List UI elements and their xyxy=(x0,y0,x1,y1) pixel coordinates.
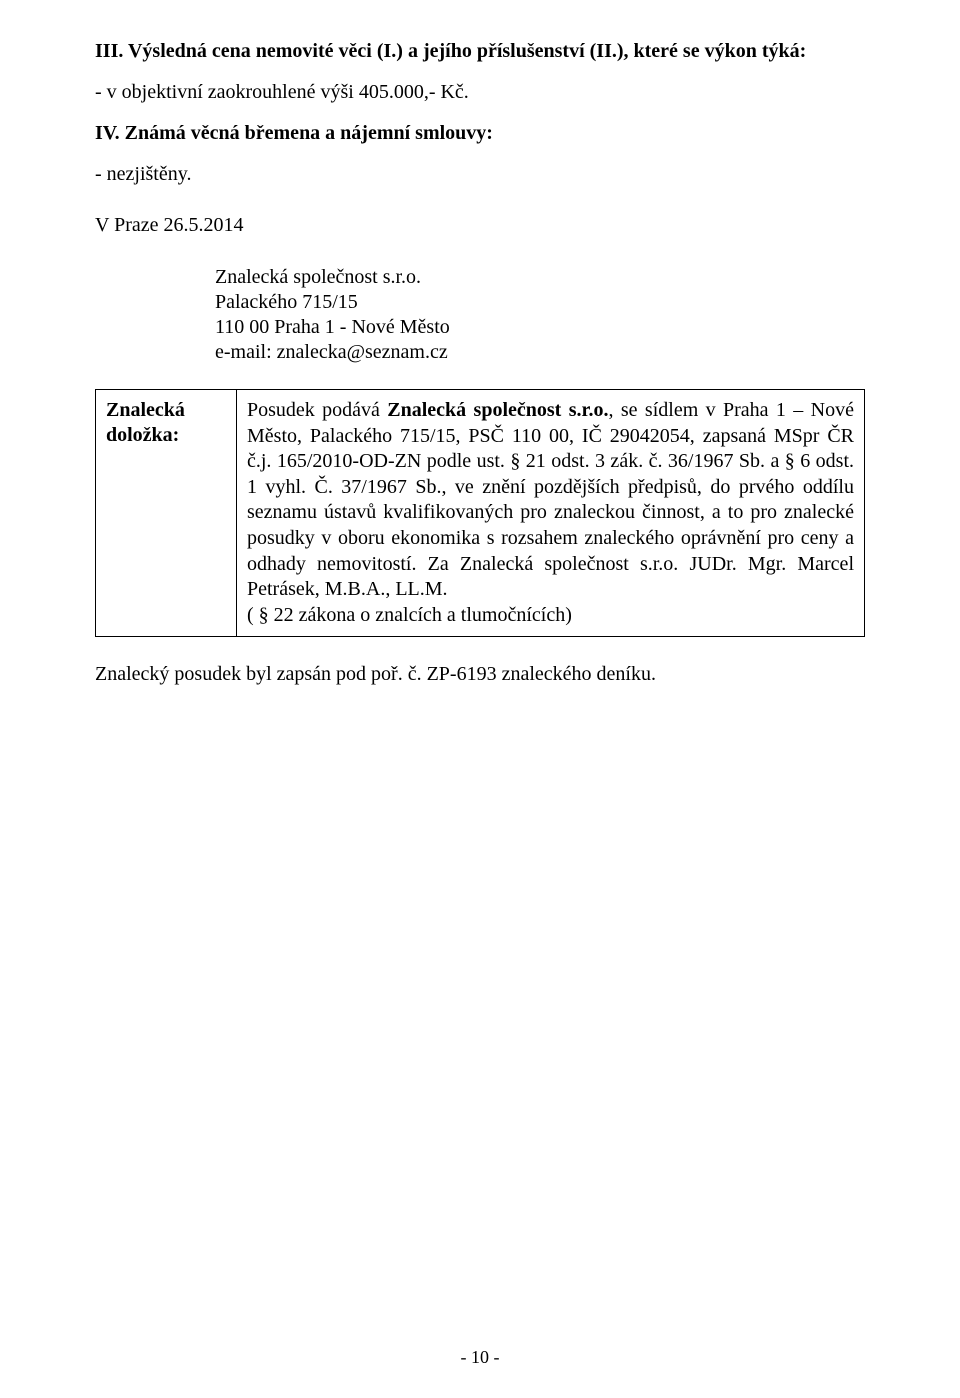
section-iv-line: - nezjištěny. xyxy=(95,163,865,186)
clause-label-1: Znalecká xyxy=(106,399,185,421)
clause-text-2: , se sídlem v Praha 1 – Nové Město, Pala… xyxy=(247,399,854,600)
company-block: Znalecká společnost s.r.o. Palackého 715… xyxy=(215,265,865,365)
company-email: e-mail: znalecka@seznam.cz xyxy=(215,340,865,365)
date-line: V Praze 26.5.2014 xyxy=(95,214,865,237)
section-iii-line: - v objektivní zaokrouhlené výši 405.000… xyxy=(95,81,865,104)
clause-text-3: ( § 22 zákona o znalcích a tlumočnících) xyxy=(247,604,572,626)
section-iii-heading: III. Výsledná cena nemovité věci (I.) a … xyxy=(95,40,865,63)
table-row: Znalecká doložka: Posudek podává Znaleck… xyxy=(96,390,865,637)
closing-line: Znalecký posudek byl zapsán pod poř. č. … xyxy=(95,663,865,686)
clause-table: Znalecká doložka: Posudek podává Znaleck… xyxy=(95,389,865,637)
document-page: III. Výsledná cena nemovité věci (I.) a … xyxy=(0,0,960,1398)
clause-label-2: doložka: xyxy=(106,424,179,446)
company-city: 110 00 Praha 1 - Nové Město xyxy=(215,315,865,340)
company-street: Palackého 715/15 xyxy=(215,290,865,315)
clause-label-cell: Znalecká doložka: xyxy=(96,390,237,637)
clause-text-1: Posudek podává xyxy=(247,399,387,421)
page-number: - 10 - xyxy=(0,1347,960,1368)
section-iv-heading: IV. Známá věcná břemena a nájemní smlouv… xyxy=(95,122,865,145)
company-name: Znalecká společnost s.r.o. xyxy=(215,265,865,290)
clause-content-cell: Posudek podává Znalecká společnost s.r.o… xyxy=(237,390,865,637)
clause-bold-name: Znalecká společnost s.r.o. xyxy=(387,399,608,421)
